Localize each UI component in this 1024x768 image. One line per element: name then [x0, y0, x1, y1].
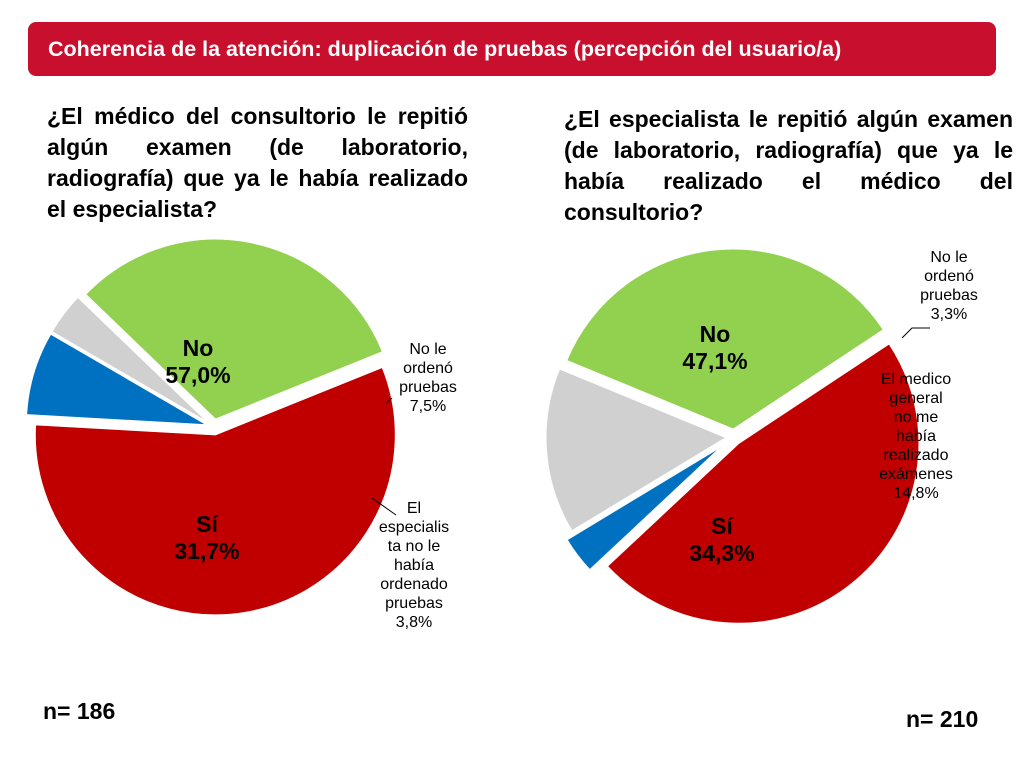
slice-label-no-le-ordeno: No le ordenó pruebas 7,5%	[399, 341, 457, 415]
sample-size-right: n= 210	[906, 706, 979, 732]
pie-slice-no-le-ordeno	[566, 446, 722, 571]
pie-slice-medico-no-realizo	[545, 368, 728, 532]
pie-slice-no-le-ordeno	[26, 333, 207, 426]
slice-label-medico-no-realizo: El medico general no me había realizado exáme…	[879, 371, 953, 502]
slice-label-especialista-no-ordeno: El especialis ta no le había ordenado pruebas…	[379, 500, 449, 631]
leader-line	[385, 397, 393, 405]
sample-size-left: n= 186	[43, 698, 116, 724]
page-title: Coherencia de la atención: duplicación d…	[48, 36, 842, 61]
leader-line	[901, 327, 930, 339]
pie-slice-si	[566, 248, 885, 430]
slice-label-si: Sí 31,7%	[174, 511, 239, 564]
pie-slice-si	[85, 238, 384, 420]
pie-slice-no	[606, 343, 920, 624]
pie-chart-1: No 57,0% No le ordenó pruebas 7,5% El especiali…	[26, 238, 457, 631]
title-banner: Coherencia de la atención: duplicación d…	[28, 22, 996, 76]
question-right: ¿El especialista le repitió algún examen…	[564, 106, 1013, 225]
slice-label-si: Sí 34,3%	[689, 513, 754, 566]
question-left: ¿El médico del consultorio le repitió al…	[47, 103, 468, 222]
slice-label-no: No 47,1%	[682, 321, 747, 374]
slice-label-no-le-ordeno: No le ordenó pruebas 3,3%	[920, 249, 978, 323]
slice-label-no: No 57,0%	[165, 335, 230, 388]
pie-slice-especialista-no-ordeno	[51, 296, 208, 423]
pie-slice-no	[34, 366, 396, 616]
pie-chart-2: No 47,1% No le ordenó pruebas 3,3% El medico ge…	[545, 248, 978, 624]
leader-line	[371, 497, 397, 516]
